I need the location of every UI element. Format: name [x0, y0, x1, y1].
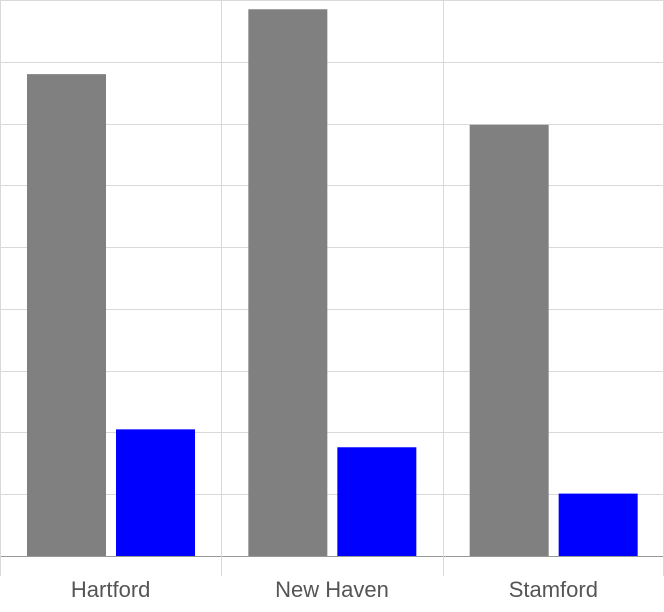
bar-hartford-series-1 — [27, 74, 106, 556]
x-axis-labels: Hartford New Haven Stamford — [71, 577, 598, 602]
x-tick-label: New Haven — [275, 577, 389, 602]
x-tick-label: Hartford — [71, 577, 150, 602]
bar-new-haven-series-2 — [337, 447, 417, 556]
bar-stamford-series-1 — [469, 124, 549, 557]
bars — [27, 9, 638, 557]
bar-stamford-series-2 — [558, 493, 638, 556]
bar-hartford-series-2 — [116, 429, 195, 556]
x-axis-ticks — [0, 556, 664, 576]
bar-new-haven-series-1 — [248, 9, 328, 557]
x-tick-label: Stamford — [509, 577, 598, 602]
